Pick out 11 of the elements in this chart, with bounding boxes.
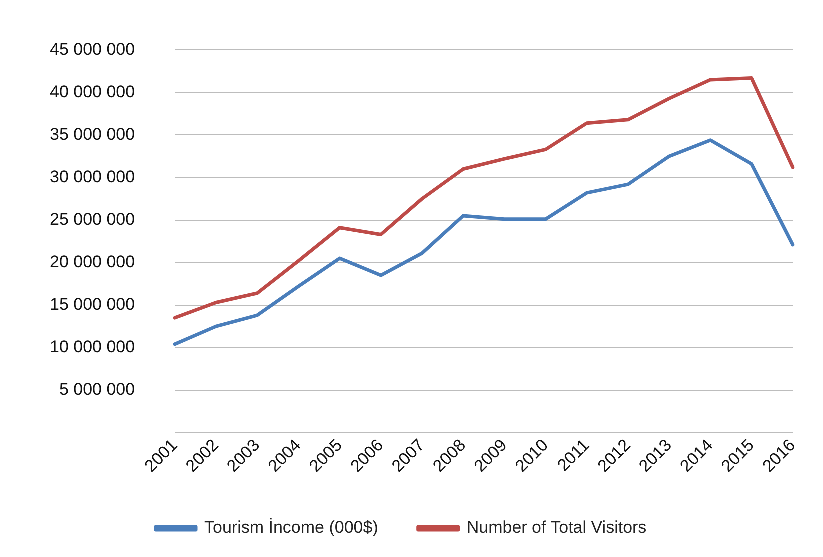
y-tick-label: 5 000 000 (59, 380, 136, 400)
legend-label: Number of Total Visitors (466, 518, 647, 538)
y-tick-label: 40 000 000 (50, 82, 136, 102)
y-tick-label: 10 000 000 (50, 337, 136, 356)
y-tick-label: 45 000 000 (50, 40, 136, 59)
y-tick-label: 30 000 000 (50, 167, 136, 186)
y-tick-label: 15 000 000 (50, 294, 136, 314)
legend-label: Tourism İncome (000$) (204, 518, 378, 538)
y-tick-label: 20 000 000 (50, 252, 136, 272)
y-tick-label: 35 000 000 (50, 124, 136, 144)
y-tick-label: 25 000 000 (50, 210, 136, 229)
